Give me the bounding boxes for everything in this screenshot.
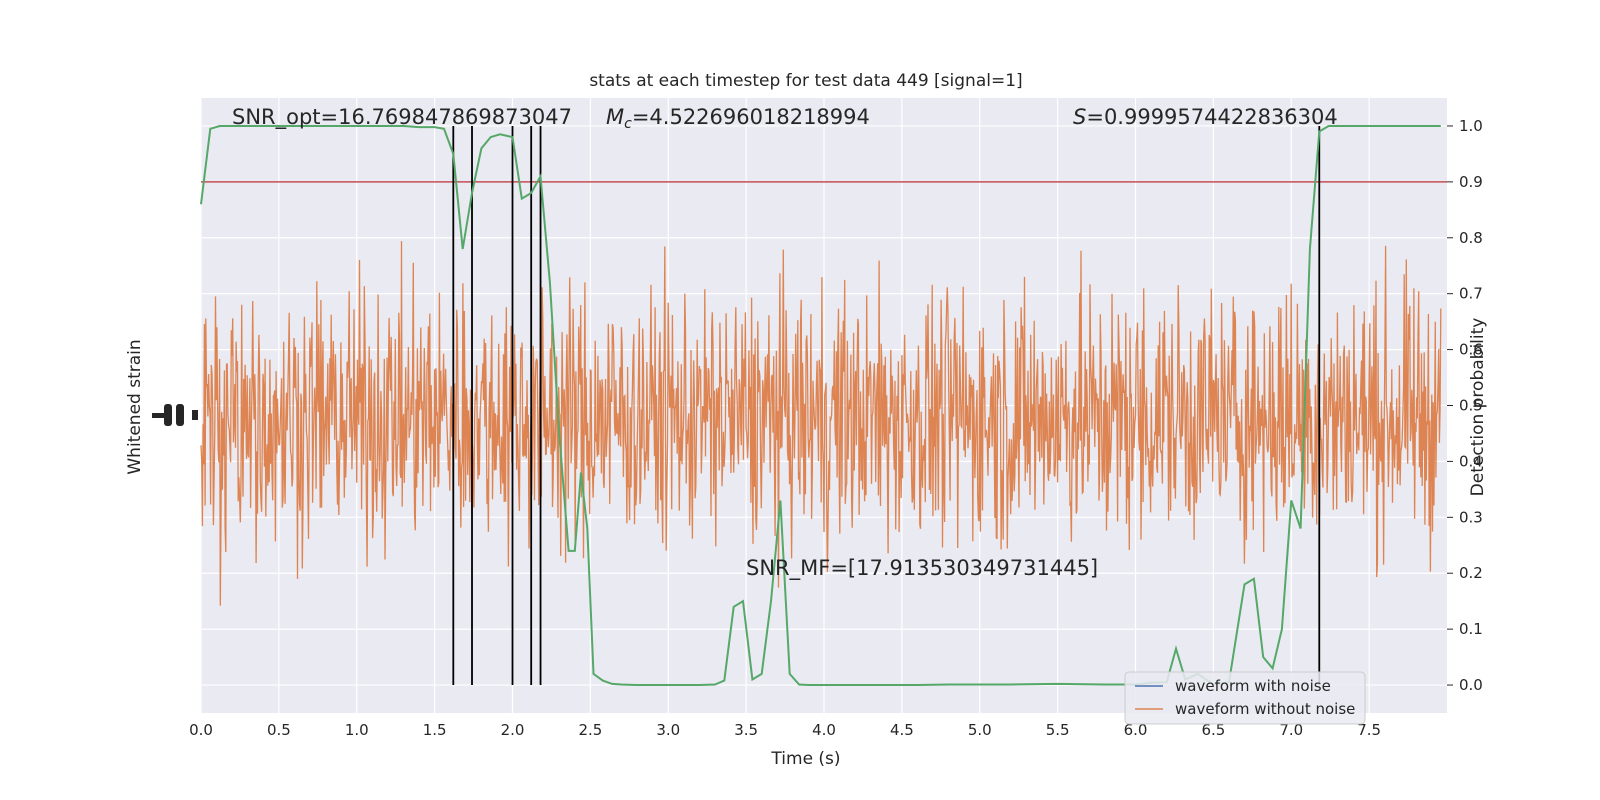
x-tick-label: 1.0 — [345, 721, 369, 739]
snr-opt-annotation: SNR_opt=16.769847869873047 — [232, 105, 572, 130]
probability-line — [200, 125, 1441, 686]
x-axis-ticks: 0.0 0.5 1.0 1.5 2.0 2.5 3.0 3.5 4.0 4.5 5.0 5.5 6.0 6… — [189, 721, 1381, 739]
legend-label-with-noise: waveform with noise — [1175, 677, 1331, 695]
detection-markers — [452, 125, 1321, 686]
strain-series — [200, 241, 1442, 606]
y-left-axis-label: Whitened strain — [125, 339, 145, 474]
legend-label-without-noise: waveform without noise — [1175, 700, 1355, 718]
x-tick-label: 5.0 — [968, 721, 992, 739]
x-tick-label: 4.0 — [812, 721, 836, 739]
y-tick-label: 0.3 — [1459, 508, 1483, 526]
x-tick-label: 6.5 — [1201, 721, 1225, 739]
y-tick-label: 0.9 — [1459, 173, 1483, 191]
x-tick-label: 4.5 — [890, 721, 914, 739]
s-value: =0.9999574422836304 — [1086, 105, 1337, 129]
y-right-axis-ticks: 0.0 0.1 0.2 0.3 0.4 0.5 0.6 0.7 0.8 0.9 1.0 — [1447, 117, 1483, 694]
x-tick-label: 2.5 — [578, 721, 602, 739]
strain-noise-line — [200, 241, 1442, 606]
s-annotation: S=0.9999574422836304 — [1073, 105, 1338, 129]
y-tick-label: 0.5 — [1459, 397, 1483, 415]
y-tick-label: 0.8 — [1459, 229, 1483, 247]
y-tick-label: 1.0 — [1459, 117, 1483, 135]
y-tick-label: 0.1 — [1459, 620, 1483, 638]
x-tick-label: 0.0 — [189, 721, 213, 739]
y-tick-label: 0.0 — [1459, 676, 1483, 694]
chirp-mass-value: =4.522696018218994 — [632, 105, 870, 129]
y-tick-label: 0.7 — [1459, 285, 1483, 303]
x-tick-label: 2.0 — [501, 721, 525, 739]
y-tick-label: 0.6 — [1459, 341, 1483, 359]
x-tick-label: 0.5 — [267, 721, 291, 739]
snr-mf-annotation: SNR_MF=[17.913530349731445] — [746, 556, 1098, 581]
legend: waveform with noise waveform without noi… — [1124, 671, 1366, 725]
x-axis-label: Time (s) — [770, 749, 840, 769]
probability-series — [200, 125, 1441, 686]
s-symbol: S — [1073, 105, 1086, 129]
y-tick-label: 0.2 — [1459, 564, 1483, 582]
legend-box — [1124, 671, 1366, 725]
x-tick-label: 3.0 — [656, 721, 680, 739]
x-tick-label: 6.0 — [1124, 721, 1148, 739]
y-tick-label: 0.4 — [1459, 452, 1483, 470]
y-right-axis-label: Detection probability — [1468, 318, 1488, 497]
left-axis-collapsed-ticks — [152, 404, 198, 426]
x-tick-label: 3.5 — [734, 721, 758, 739]
chirp-mass-annotation: Mc=4.522696018218994 — [606, 105, 870, 132]
x-tick-label: 1.5 — [423, 721, 447, 739]
chirp-mass-subscript: c — [624, 116, 632, 132]
chart-title: stats at each timestep for test data 449… — [589, 71, 1022, 91]
x-tick-label: 7.0 — [1279, 721, 1303, 739]
chirp-mass-symbol: M — [606, 105, 624, 129]
x-tick-label: 7.5 — [1357, 721, 1381, 739]
x-tick-label: 5.5 — [1046, 721, 1070, 739]
